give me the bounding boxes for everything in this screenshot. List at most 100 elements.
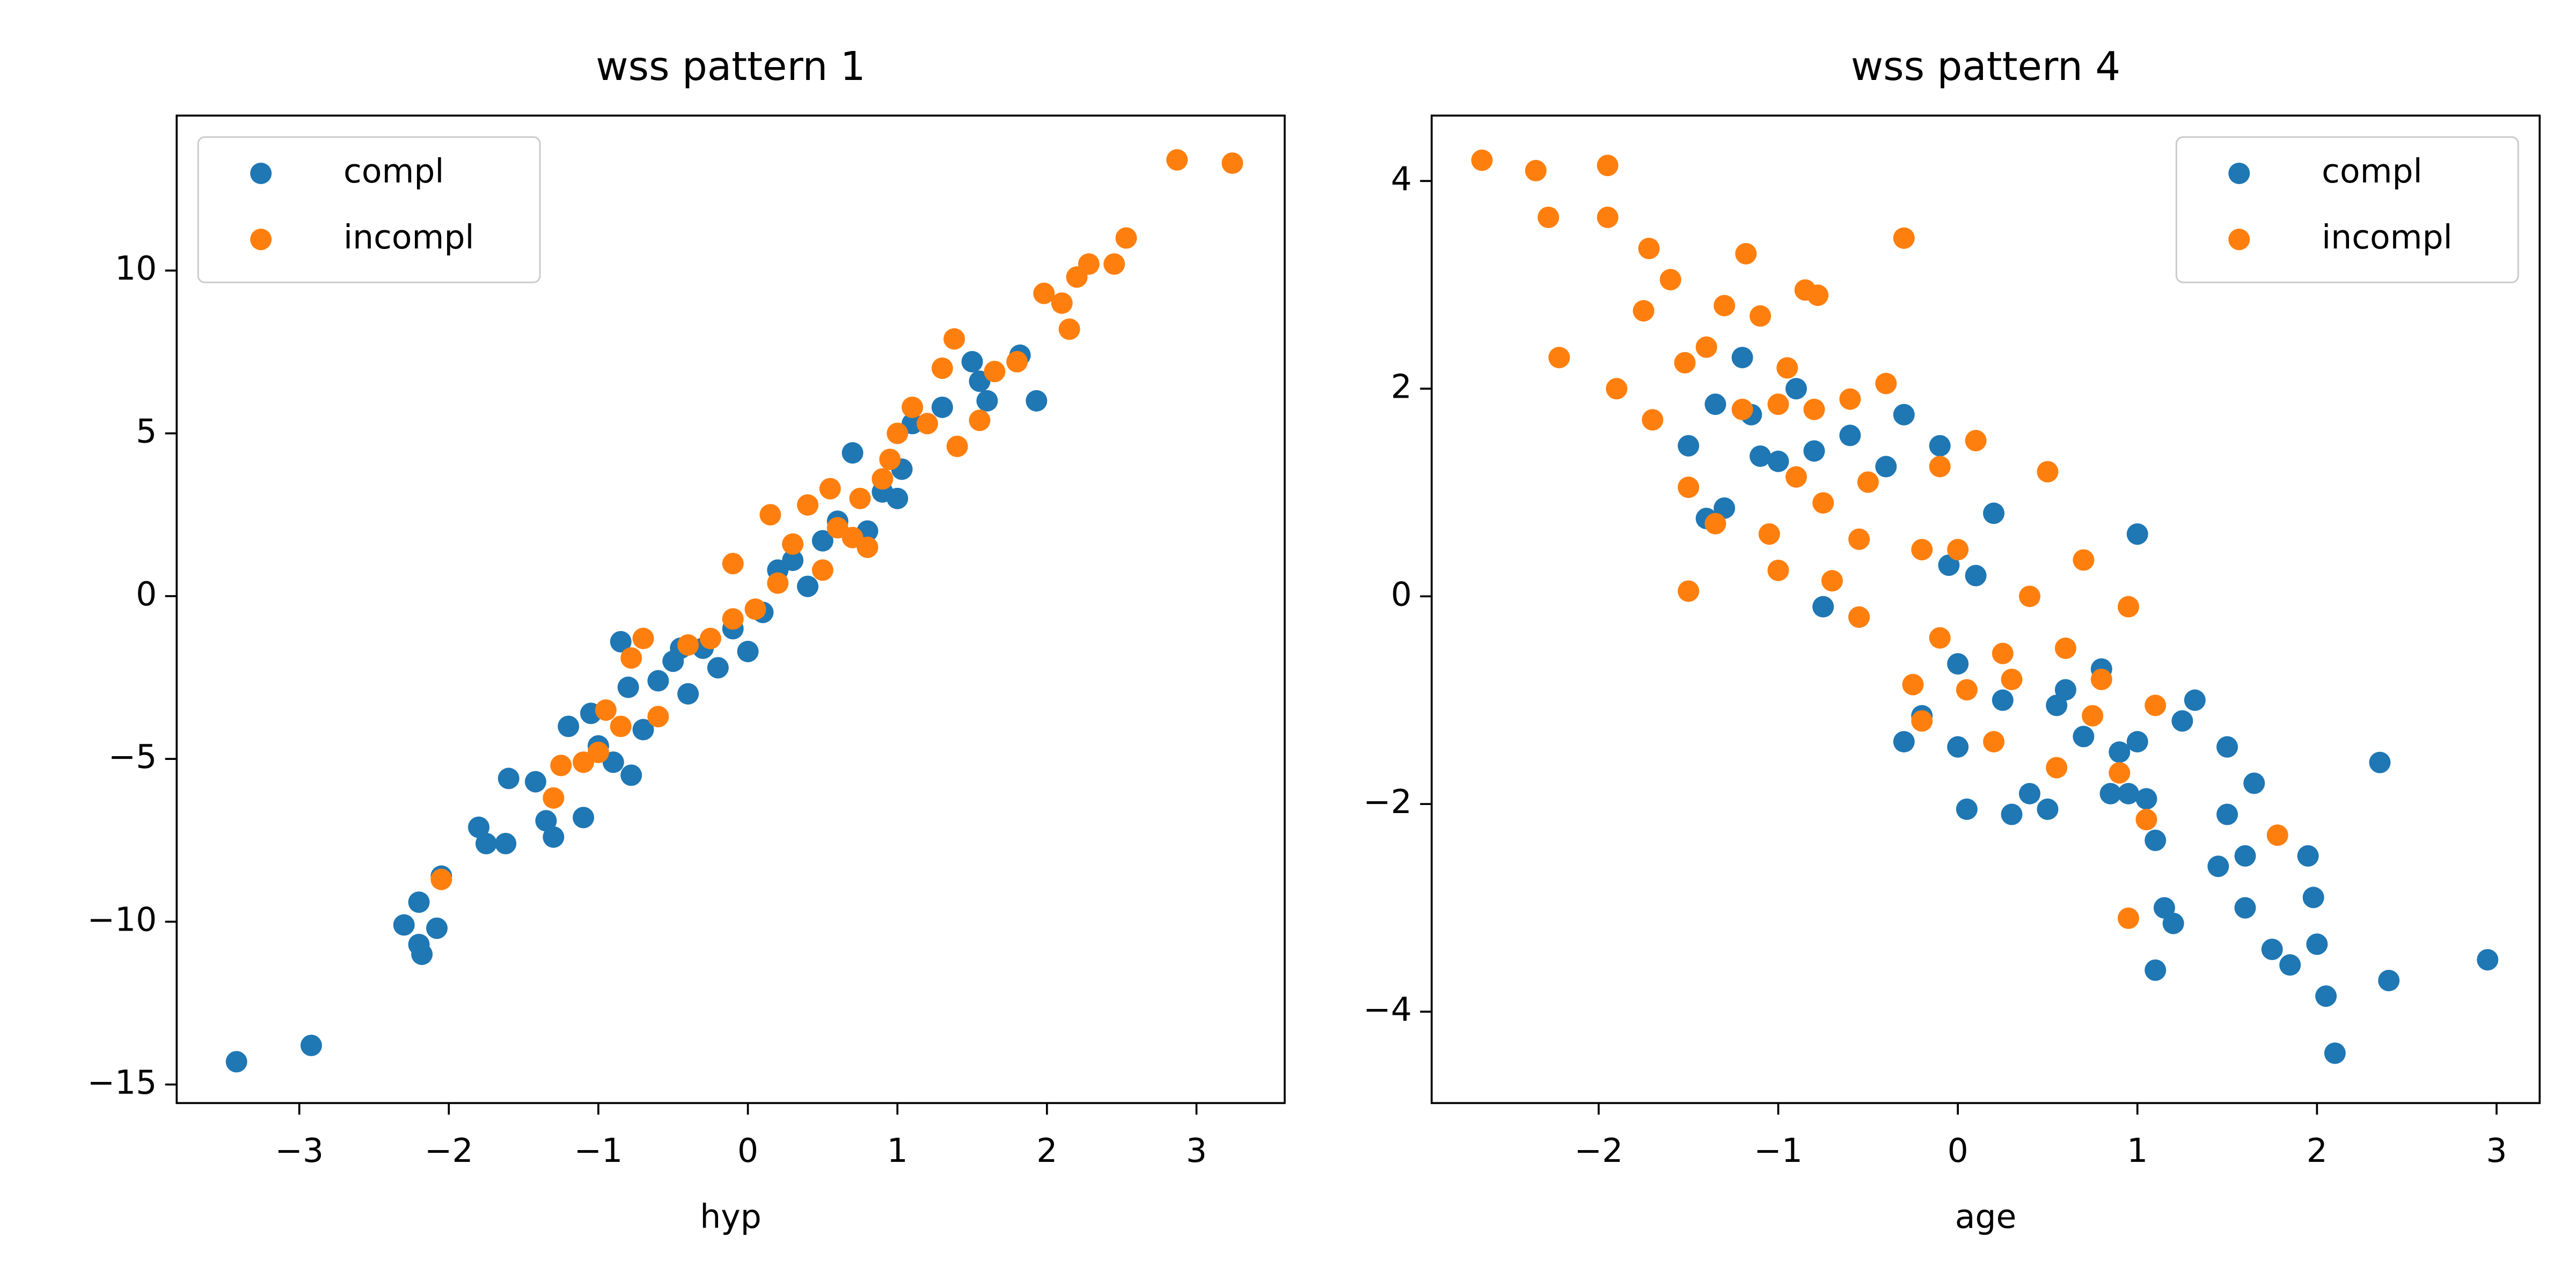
point — [1704, 513, 1726, 535]
point — [1767, 450, 1789, 472]
point — [1839, 425, 1861, 447]
point — [819, 478, 841, 500]
point — [393, 914, 415, 936]
point — [1538, 206, 1560, 228]
point — [887, 487, 909, 509]
point — [943, 328, 965, 350]
point — [2216, 736, 2238, 758]
point — [2266, 824, 2288, 846]
legend-box — [2175, 136, 2519, 283]
point — [2306, 933, 2328, 955]
point — [430, 868, 452, 890]
point — [841, 442, 863, 464]
point — [1767, 393, 1789, 415]
point — [620, 764, 642, 786]
legend-marker — [2228, 229, 2250, 251]
x-tick-label: 2 — [2307, 1131, 2328, 1170]
point — [1893, 404, 1915, 426]
point — [543, 826, 565, 848]
point — [2118, 782, 2140, 804]
point — [872, 468, 894, 490]
point — [1767, 559, 1789, 581]
point — [1659, 269, 1681, 291]
x-tick-label: −1 — [574, 1131, 623, 1170]
point — [647, 670, 669, 692]
point — [984, 361, 1006, 383]
point — [1875, 372, 1897, 394]
point — [1731, 398, 1753, 420]
legend-label: incompl — [2322, 218, 2453, 257]
point — [1965, 429, 1987, 451]
point — [300, 1035, 322, 1057]
point — [2109, 762, 2131, 784]
point — [976, 390, 998, 412]
point — [1839, 388, 1861, 410]
point — [677, 683, 699, 705]
point — [2369, 751, 2391, 773]
point — [931, 396, 953, 418]
point — [1758, 523, 1780, 545]
point — [1848, 528, 1870, 550]
point — [1812, 596, 1834, 618]
point — [1902, 674, 1924, 696]
point — [797, 494, 819, 516]
point — [468, 816, 490, 838]
point — [2001, 803, 2023, 825]
y-tick-label: 0 — [1391, 575, 1412, 613]
point — [782, 533, 804, 555]
point — [811, 559, 833, 581]
y-tick-label: 2 — [1391, 367, 1412, 406]
point — [946, 435, 968, 457]
point — [1893, 227, 1915, 249]
point — [2073, 726, 2095, 748]
point — [1807, 284, 1829, 306]
point — [1803, 440, 1825, 462]
point — [782, 550, 804, 572]
point — [1947, 653, 1969, 675]
point — [1638, 238, 1660, 260]
point — [1992, 689, 2014, 711]
y-tick-label: 0 — [136, 575, 157, 613]
point — [587, 742, 609, 764]
point — [1848, 606, 1870, 628]
point — [610, 715, 632, 737]
point — [2145, 694, 2167, 716]
point — [1911, 539, 1933, 561]
point — [2126, 523, 2148, 545]
point — [1678, 477, 1700, 499]
chart-title: wss pattern 1 — [596, 43, 866, 90]
point — [1471, 149, 1493, 171]
point — [1956, 679, 1978, 701]
point — [1678, 580, 1700, 602]
point — [595, 699, 617, 721]
point — [550, 755, 572, 777]
point — [2135, 809, 2157, 831]
point — [1078, 253, 1100, 275]
x-axis-label: hyp — [700, 1197, 761, 1236]
point — [2118, 907, 2140, 929]
point — [2216, 803, 2238, 825]
point — [1947, 539, 1969, 561]
point — [2099, 782, 2121, 804]
point — [2046, 757, 2068, 779]
chart-title: wss pattern 4 — [1851, 43, 2121, 90]
point — [887, 422, 909, 444]
point — [1115, 227, 1137, 249]
point — [2118, 596, 2140, 618]
point — [2279, 954, 2301, 976]
point — [1674, 352, 1696, 374]
point — [902, 396, 924, 418]
point — [759, 504, 781, 526]
point — [1929, 435, 1951, 457]
point — [1633, 300, 1655, 322]
point — [2378, 970, 2400, 992]
point — [558, 715, 580, 737]
point — [1983, 502, 2005, 524]
point — [797, 575, 819, 597]
point — [411, 943, 433, 965]
point — [1956, 798, 1978, 820]
point — [1893, 731, 1915, 753]
point — [1103, 253, 1125, 275]
point — [573, 807, 595, 829]
x-tick-label: −2 — [425, 1131, 473, 1170]
